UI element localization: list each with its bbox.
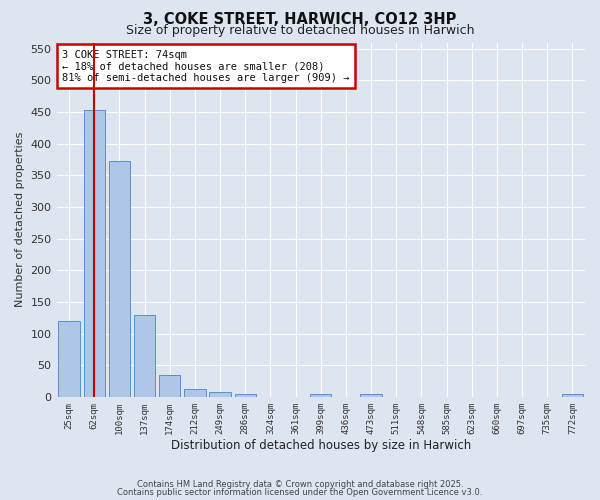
Text: Contains public sector information licensed under the Open Government Licence v3: Contains public sector information licen… [118, 488, 482, 497]
Text: Size of property relative to detached houses in Harwich: Size of property relative to detached ho… [126, 24, 474, 37]
Bar [83, 110, 105, 397]
Y-axis label: Number of detached properties: Number of detached properties [15, 132, 25, 308]
Text: Contains HM Land Registry data © Crown copyright and database right 2025.: Contains HM Land Registry data © Crown c… [137, 480, 463, 489]
Text: 3 COKE STREET: 74sqm
← 18% of detached houses are smaller (208)
81% of semi-deta: 3 COKE STREET: 74sqm ← 18% of detached h… [62, 50, 349, 83]
Bar [134, 314, 155, 397]
Bar [159, 374, 181, 397]
Bar [361, 394, 382, 397]
Bar [209, 392, 231, 397]
Text: 3, COKE STREET, HARWICH, CO12 3HP: 3, COKE STREET, HARWICH, CO12 3HP [143, 12, 457, 28]
Bar [235, 394, 256, 397]
Bar [109, 162, 130, 397]
Bar [310, 394, 331, 397]
X-axis label: Distribution of detached houses by size in Harwich: Distribution of detached houses by size … [170, 440, 471, 452]
Bar [562, 394, 583, 397]
Bar [58, 321, 80, 397]
Bar [184, 388, 206, 397]
